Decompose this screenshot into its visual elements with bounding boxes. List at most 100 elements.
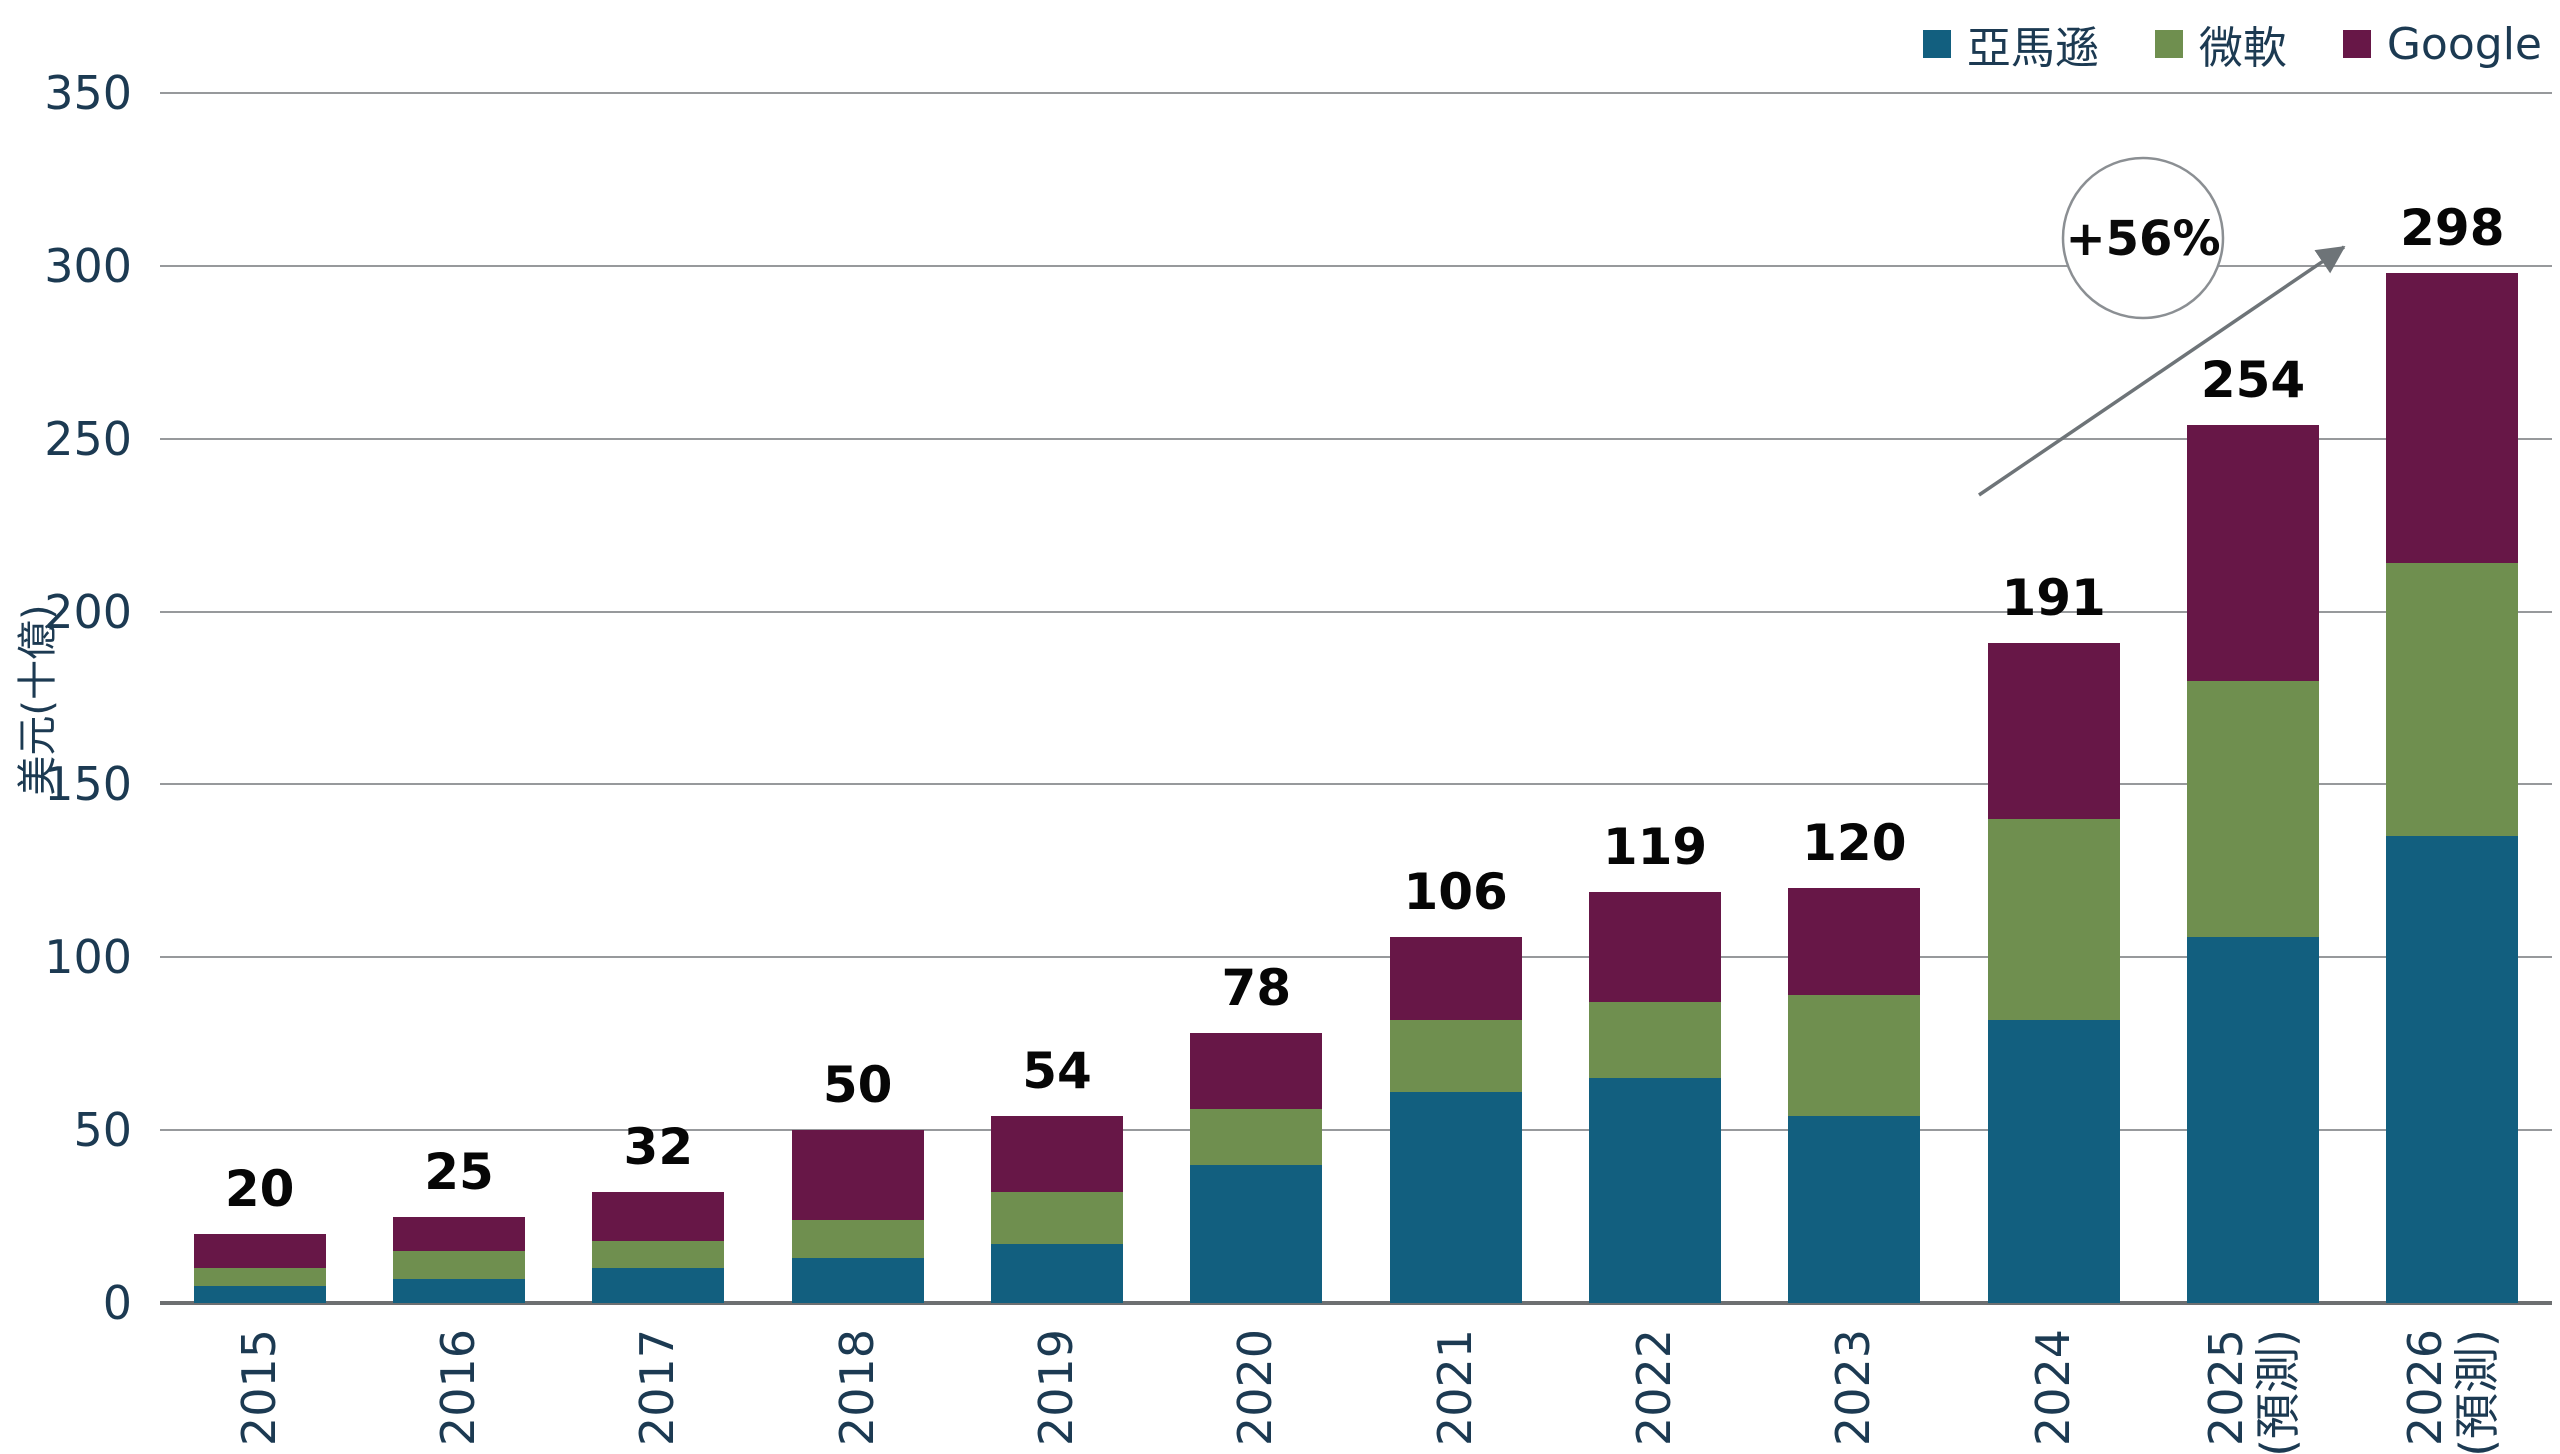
bar-segment-2016-microsoft	[393, 1251, 525, 1279]
bar-segment-2023-google	[1788, 888, 1921, 996]
bar-segment-2023-amazon	[1788, 1116, 1921, 1303]
bar-segment-2024-amazon	[1987, 1019, 2120, 1303]
bar-segment-2018-google	[791, 1130, 924, 1221]
legend-swatch-amazon	[1922, 30, 1951, 58]
total-label-2021: 106	[1403, 862, 1508, 921]
bar-segment-2022-amazon	[1589, 1078, 1721, 1303]
bar-segment-2019-microsoft	[991, 1192, 1123, 1245]
bar-segment-2015-microsoft	[193, 1268, 326, 1286]
x-label-text-2021: 2021	[1427, 1329, 1482, 1447]
y-tick-150: 150	[44, 757, 132, 812]
gridline-350	[160, 92, 2552, 94]
x-label-2015: 2015	[212, 1329, 308, 1454]
legend-swatch-google	[2342, 30, 2371, 58]
bar-segment-2018-amazon	[791, 1258, 924, 1303]
x-label-2024: 2024	[2006, 1329, 2102, 1454]
bar-segment-2023-microsoft	[1788, 995, 1921, 1117]
legend-item-amazon: 亞馬遜	[1922, 12, 2099, 76]
chart-legend: 亞馬遜 微軟 Google	[1922, 12, 2542, 76]
bar-segment-2026-microsoft	[2386, 563, 2519, 837]
legend-label-microsoft: 微軟	[2198, 23, 2287, 74]
legend-item-google: Google	[2342, 18, 2542, 70]
total-label-2026: 298	[2400, 198, 2505, 257]
bar-segment-2015-amazon	[193, 1285, 326, 1303]
total-label-2024: 191	[2001, 568, 2106, 627]
x-label-2017: 2017	[610, 1329, 706, 1454]
total-label-2015: 20	[224, 1159, 295, 1218]
x-label-2022: 2022	[1607, 1329, 1703, 1454]
bar-segment-2025-google	[2187, 424, 2319, 681]
total-label-2025: 254	[2200, 350, 2306, 409]
bar-segment-2016-google	[393, 1216, 525, 1252]
gridline-0	[160, 1301, 2552, 1305]
x-label-2019: 2019	[1009, 1329, 1105, 1454]
legend-label-google: Google	[2386, 18, 2542, 70]
gridline-300	[160, 264, 2552, 267]
bar-segment-2020-google	[1190, 1033, 1323, 1110]
bar-segment-2020-amazon	[1190, 1164, 1323, 1303]
y-tick-0: 0	[102, 1276, 132, 1330]
y-tick-200: 200	[44, 584, 132, 639]
bar-segment-2019-google	[991, 1116, 1123, 1193]
y-tick-350: 350	[44, 66, 132, 120]
total-label-2016: 25	[424, 1142, 494, 1201]
legend-label-amazon: 亞馬遜	[1966, 23, 2099, 74]
plot-area: 20 2015 25 2016 32 2017 50 2018 54 2019 78 2020 106 2…	[160, 92, 2552, 1454]
bar-segment-2016-amazon	[393, 1278, 525, 1303]
legend-item-microsoft: 微軟	[2154, 12, 2287, 76]
bar-segment-2024-google	[1987, 642, 2120, 819]
x-label-text-2019: 2019	[1029, 1329, 1084, 1447]
x-label-2018: 2018	[810, 1329, 906, 1454]
x-label-text-2018: 2018	[829, 1329, 884, 1447]
bar-segment-2021-amazon	[1389, 1092, 1522, 1303]
gridline-100	[160, 956, 2552, 959]
bar-segment-2025-amazon	[2187, 936, 2319, 1303]
total-label-2023: 120	[1802, 814, 1907, 873]
bar-segment-2021-microsoft	[1389, 1019, 1522, 1093]
bar-segment-2017-google	[592, 1192, 725, 1241]
legend-swatch-microsoft	[2154, 30, 2183, 58]
bar-segment-2022-google	[1589, 891, 1721, 1003]
bar-segment-2019-amazon	[991, 1244, 1123, 1303]
x-label-2023: 2023	[1806, 1329, 1902, 1454]
gridline-50	[160, 1129, 2552, 1132]
y-tick-100: 100	[44, 930, 132, 985]
y-tick-300: 300	[44, 238, 132, 293]
bar-segment-2025-microsoft	[2187, 680, 2319, 937]
x-label-text-2023: 2023	[1826, 1329, 1881, 1447]
x-label-2025: 2025 (預測)	[2199, 1329, 2305, 1454]
gridline-200	[160, 610, 2552, 613]
bar-segment-2024-microsoft	[1987, 819, 2120, 1020]
x-label-2021: 2021	[1408, 1329, 1504, 1454]
total-label-2022: 119	[1602, 817, 1708, 876]
x-label-text-2024: 2024	[2025, 1329, 2080, 1447]
x-label-text-2025: 2025 (預測)	[2199, 1329, 2305, 1454]
y-tick-250: 250	[44, 411, 132, 466]
total-label-2018: 50	[822, 1056, 893, 1115]
x-label-2026: 2026 (預測)	[2399, 1329, 2505, 1454]
bar-segment-2017-microsoft	[592, 1240, 725, 1269]
x-label-text-2017: 2017	[630, 1329, 685, 1447]
x-label-text-2020: 2020	[1228, 1329, 1283, 1447]
x-label-text-2016: 2016	[431, 1329, 486, 1447]
x-label-text-2026: 2026 (預測)	[2398, 1329, 2505, 1454]
x-label-text-2015: 2015	[231, 1329, 286, 1447]
total-label-2020: 78	[1221, 959, 1292, 1018]
y-axis-ticks: 0 50 100 150 200 250 300 350	[0, 0, 132, 1454]
bar-segment-2021-google	[1389, 936, 1522, 1020]
gridline-150	[160, 783, 2552, 786]
bar-segment-2026-amazon	[2386, 836, 2519, 1303]
bar-segment-2022-microsoft	[1589, 1002, 1721, 1079]
y-tick-50: 50	[73, 1103, 132, 1158]
bar-segment-2026-google	[2386, 272, 2519, 564]
gridline-250	[160, 437, 2552, 440]
bar-segment-2020-microsoft	[1190, 1109, 1323, 1165]
x-label-text-2022: 2022	[1627, 1329, 1682, 1447]
bar-segment-2015-google	[193, 1233, 326, 1269]
bar-segment-2018-microsoft	[791, 1220, 924, 1259]
total-label-2017: 32	[623, 1118, 694, 1177]
bar-segment-2017-amazon	[592, 1268, 725, 1303]
x-label-2016: 2016	[411, 1329, 507, 1454]
x-label-2020: 2020	[1208, 1329, 1304, 1454]
